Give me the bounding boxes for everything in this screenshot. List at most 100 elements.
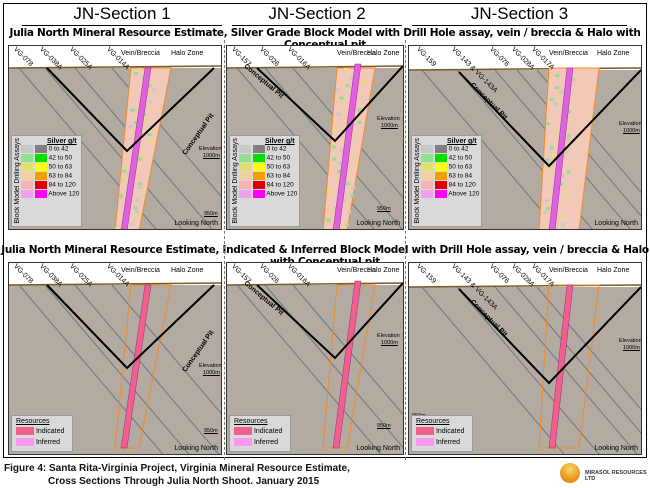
elevation-label: Elevation xyxy=(377,116,400,122)
grade-block xyxy=(559,90,563,93)
grade-block xyxy=(333,129,337,132)
logo-text: MIRASOL RESOURCES LTD xyxy=(585,470,650,482)
grade-block xyxy=(545,199,549,202)
block-swatch xyxy=(21,163,33,171)
grade-block xyxy=(573,78,577,81)
grade-block xyxy=(142,190,146,193)
resource-swatch xyxy=(16,427,34,435)
legend-row: 0 to 42 xyxy=(421,145,479,154)
topography-line xyxy=(409,68,642,70)
legend-row: 63 to 84 xyxy=(421,172,479,181)
legend-row: 50 to 63 xyxy=(421,163,479,172)
grade-block xyxy=(354,166,358,169)
assay-swatch xyxy=(435,181,447,189)
block-model-label: Block Model xyxy=(232,186,239,224)
elevation-950m: 950m xyxy=(377,423,391,429)
assay-swatch xyxy=(35,154,47,162)
resource-swatch xyxy=(416,427,434,435)
range-label: 42 to 50 xyxy=(267,155,291,162)
block-swatch xyxy=(21,172,33,180)
block-model-label: Block Model xyxy=(14,186,21,224)
assay-swatch xyxy=(35,181,47,189)
range-label: 84 to 120 xyxy=(49,182,76,189)
resource-swatch xyxy=(234,438,252,446)
grade-block xyxy=(131,109,135,112)
legend-row: Above 120 xyxy=(421,190,479,199)
legend-row: 50 to 63 xyxy=(21,163,79,172)
grade-block xyxy=(128,137,132,140)
elevation-label: Elevation xyxy=(199,363,222,369)
legend-row: Inferred xyxy=(234,438,286,449)
drilling-assays-label: Drilling Assays xyxy=(14,138,21,184)
vein-breccia-label: Vein/Breccia xyxy=(121,50,160,57)
halo-zone-label: Halo Zone xyxy=(367,267,399,274)
legend-row: Indicated xyxy=(234,427,286,438)
topography-line xyxy=(409,285,642,287)
block-swatch xyxy=(21,154,33,162)
elevation-1000m: 1000m xyxy=(381,340,398,346)
assay-swatch xyxy=(253,190,265,198)
grade-block xyxy=(122,170,126,173)
grade-block xyxy=(545,159,549,162)
grade-block xyxy=(346,84,350,87)
block-swatch xyxy=(21,190,33,198)
legend-row: 84 to 120 xyxy=(421,181,479,190)
caption-line-2: Cross Sections Through Julia North Shoot… xyxy=(48,476,319,487)
range-label: 63 to 84 xyxy=(49,173,73,180)
vein-breccia-label: Vein/Breccia xyxy=(121,267,160,274)
resource-label: Inferred xyxy=(36,439,60,446)
resource-label: Indicated xyxy=(36,428,64,435)
assay-swatch xyxy=(253,145,265,153)
assay-swatch xyxy=(435,163,447,171)
grade-block xyxy=(136,215,140,218)
grade-block xyxy=(568,118,572,121)
assay-swatch xyxy=(35,172,47,180)
silver-legend-title: Silver g/t xyxy=(447,138,479,145)
mirasol-logo xyxy=(560,463,580,483)
resource-label: Inferred xyxy=(254,439,278,446)
legend-row: Inferred xyxy=(416,438,468,449)
grade-block xyxy=(350,194,354,197)
assay-swatch xyxy=(435,154,447,162)
grade-block xyxy=(543,211,547,214)
legend-row: Inferred xyxy=(16,438,68,449)
halo-zone-label: Halo Zone xyxy=(597,267,629,274)
grade-block xyxy=(357,121,361,124)
legend-row: 63 to 84 xyxy=(21,172,79,181)
block-swatch xyxy=(421,145,433,153)
range-label: 63 to 84 xyxy=(449,173,473,180)
grade-block xyxy=(554,102,558,105)
resources-legend-title: Resources xyxy=(234,418,286,425)
elevation-1000m: 1000m xyxy=(623,128,640,134)
legend-row: 84 to 120 xyxy=(239,181,297,190)
grade-block xyxy=(550,146,554,149)
assay-swatch xyxy=(253,154,265,162)
legend-row: 0 to 42 xyxy=(21,145,79,154)
elevation-1000m: 1000m xyxy=(623,345,640,351)
grade-block xyxy=(119,194,123,197)
grade-block xyxy=(347,211,351,214)
divider xyxy=(405,40,406,460)
range-label: 84 to 120 xyxy=(449,182,476,189)
legend-row: Indicated xyxy=(416,427,468,438)
range-label: Above 120 xyxy=(48,191,79,198)
elevation-label: Elevation xyxy=(377,333,400,339)
range-label: 50 to 63 xyxy=(267,164,291,171)
range-label: 84 to 120 xyxy=(267,182,294,189)
assay-swatch xyxy=(253,163,265,171)
section-2-res-panel: VG-157 VG-026 VG-016A Vein/Breccia Halo Zone… xyxy=(226,262,404,455)
assay-swatch xyxy=(35,163,47,171)
silver-grade-legend: Block Model Drilling Assays Silver g/t 0 t… xyxy=(411,135,482,227)
elevation-label: Elevation xyxy=(619,338,642,344)
grade-block xyxy=(555,74,559,77)
block-swatch xyxy=(421,190,433,198)
grade-block xyxy=(135,198,139,201)
grade-block xyxy=(332,145,336,148)
grade-block xyxy=(115,227,119,230)
range-label: 0 to 42 xyxy=(267,146,287,153)
assay-swatch xyxy=(253,172,265,180)
grade-block xyxy=(327,190,331,193)
resource-swatch xyxy=(16,438,34,446)
grade-block xyxy=(138,182,142,185)
grade-block xyxy=(567,134,571,137)
